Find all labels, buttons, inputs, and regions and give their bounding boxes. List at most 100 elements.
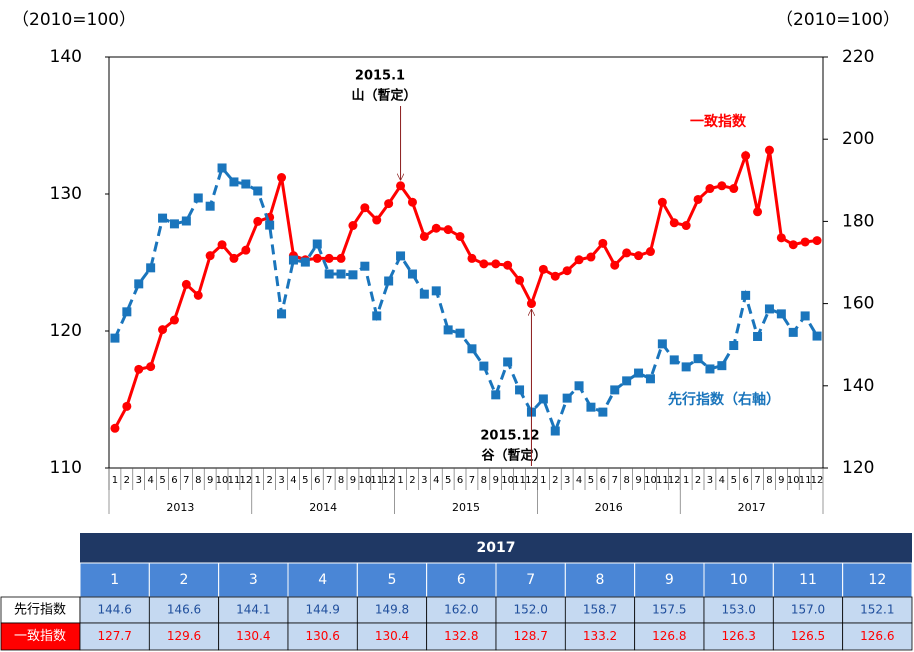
table-value: 157.0 xyxy=(791,603,825,617)
table-cell xyxy=(772,596,844,624)
marker xyxy=(300,257,310,267)
table-value: 146.6 xyxy=(167,603,201,617)
x-tick-label: 7 xyxy=(469,475,475,486)
marker xyxy=(384,276,394,286)
marker xyxy=(229,177,239,187)
table-value: 149.8 xyxy=(375,603,409,617)
x-tick-label: 11 xyxy=(370,475,383,486)
x-tick-label: 7 xyxy=(612,475,618,486)
x-tick-label: 5 xyxy=(159,475,165,486)
x-tick-label: 12 xyxy=(525,475,538,486)
annotation: 2015.1 xyxy=(355,69,405,84)
marker xyxy=(122,401,132,411)
table-cell xyxy=(356,622,428,651)
marker xyxy=(753,331,763,341)
marker xyxy=(169,315,179,325)
y-unit-label: （2010=100） xyxy=(12,10,136,30)
marker xyxy=(812,236,822,246)
x-tick-label: 11 xyxy=(513,475,526,486)
marker xyxy=(657,339,667,349)
marker xyxy=(431,286,441,296)
marker xyxy=(158,325,168,335)
marker xyxy=(776,309,786,319)
table-column-header: 5 xyxy=(388,572,397,588)
x-tick-label: 7 xyxy=(754,475,760,486)
marker xyxy=(645,374,655,384)
x-tick-label: 4 xyxy=(290,475,296,486)
x-tick-label: 1 xyxy=(112,475,118,486)
table-column-header: 12 xyxy=(868,572,886,588)
marker xyxy=(812,331,822,341)
table-cell xyxy=(772,622,844,651)
x-tick-label: 9 xyxy=(493,475,499,486)
marker xyxy=(764,304,774,314)
x-tick-label: 2 xyxy=(409,475,415,486)
table-row-label: 先行指数 xyxy=(14,603,66,618)
marker xyxy=(419,231,429,241)
marker xyxy=(681,362,691,372)
marker xyxy=(253,216,263,226)
year-label: 2013 xyxy=(166,501,194,514)
x-tick-label: 6 xyxy=(171,475,177,486)
marker xyxy=(134,364,144,374)
marker xyxy=(372,311,382,321)
marker xyxy=(336,269,346,279)
marker xyxy=(753,207,763,217)
x-tick-label: 3 xyxy=(707,475,713,486)
x-tick-label: 7 xyxy=(183,475,189,486)
marker xyxy=(610,260,620,270)
marker xyxy=(729,184,739,194)
marker xyxy=(491,390,501,400)
table-header-cell xyxy=(287,562,358,598)
table-value: 152.0 xyxy=(513,603,547,617)
x-tick-label: 5 xyxy=(302,475,308,486)
marker xyxy=(360,203,370,213)
table-value: 130.4 xyxy=(375,629,409,643)
table-cell xyxy=(842,622,913,651)
y2-tick-label: 120 xyxy=(842,458,874,478)
x-tick-label: 1 xyxy=(397,475,403,486)
marker xyxy=(645,247,655,257)
marker xyxy=(217,163,227,173)
x-tick-label: 9 xyxy=(350,475,356,486)
year-label: 2014 xyxy=(309,501,337,514)
marker xyxy=(407,197,417,207)
x-tick-label: 12 xyxy=(382,475,395,486)
marker xyxy=(788,240,798,250)
marker xyxy=(455,328,465,338)
marker xyxy=(550,271,560,281)
marker xyxy=(407,269,417,279)
marker xyxy=(122,307,132,317)
x-tick-label: 5 xyxy=(731,475,737,486)
marker xyxy=(110,423,120,433)
table-value: 132.8 xyxy=(444,629,478,643)
x-tick-label: 9 xyxy=(635,475,641,486)
marker xyxy=(360,261,370,271)
marker xyxy=(610,385,620,395)
marker xyxy=(479,361,489,371)
marker xyxy=(717,361,727,371)
marker xyxy=(515,275,525,285)
marker xyxy=(443,325,453,335)
table-value: 126.8 xyxy=(652,629,686,643)
x-tick-label: 6 xyxy=(457,475,463,486)
marker xyxy=(491,259,501,269)
x-tick-label: 3 xyxy=(278,475,284,486)
y2-tick-label: 180 xyxy=(842,211,874,231)
table-column-header: 8 xyxy=(596,572,605,588)
y-tick-label: 110 xyxy=(50,458,82,478)
marker xyxy=(800,237,810,247)
marker xyxy=(741,290,751,300)
table-value: 152.1 xyxy=(860,603,894,617)
marker xyxy=(598,238,608,248)
x-tick-label: 4 xyxy=(147,475,153,486)
marker xyxy=(348,270,358,280)
marker xyxy=(205,201,215,211)
table-column-header: 7 xyxy=(526,572,535,588)
marker xyxy=(574,381,584,391)
marker xyxy=(324,269,334,279)
marker xyxy=(729,341,739,351)
annotation: 谷（暫定） xyxy=(481,448,546,464)
